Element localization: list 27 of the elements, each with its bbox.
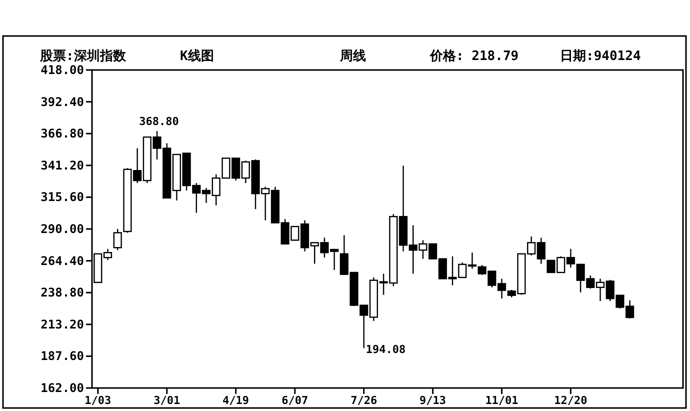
header: K线图	[180, 49, 214, 64]
ytick: 264.40	[40, 254, 84, 268]
ytick: 366.80	[40, 126, 84, 141]
ytick: 290.00	[40, 222, 84, 236]
ytick: 162.00	[40, 381, 84, 395]
xtick: 11/01	[485, 394, 518, 407]
note: 194.08	[366, 343, 406, 356]
header: 周线	[340, 49, 366, 64]
xtick: 12/20	[554, 394, 588, 407]
header: 股票:深圳指数	[40, 49, 126, 64]
xtick: 6/07	[282, 394, 308, 407]
ytick: 187.60	[40, 349, 84, 364]
header: 价格: 218.79	[430, 49, 519, 64]
ytick: 315.60	[40, 190, 84, 204]
xtick: 4/19	[222, 394, 250, 407]
ytick: 392.40	[40, 94, 84, 109]
header: 日期:940124	[560, 49, 641, 64]
ytick: 213.20	[40, 317, 84, 332]
xtick: 1/03	[84, 394, 112, 407]
candlestick	[113, 228, 122, 251]
xtick: 3/01	[154, 394, 180, 407]
ytick: 341.20	[40, 158, 84, 172]
note: 368.80	[139, 115, 179, 128]
xtick: 9/13	[420, 394, 446, 407]
ytick: 418.00	[40, 63, 84, 77]
xtick: 7/26	[350, 394, 378, 407]
ytick: 238.80	[40, 286, 84, 300]
